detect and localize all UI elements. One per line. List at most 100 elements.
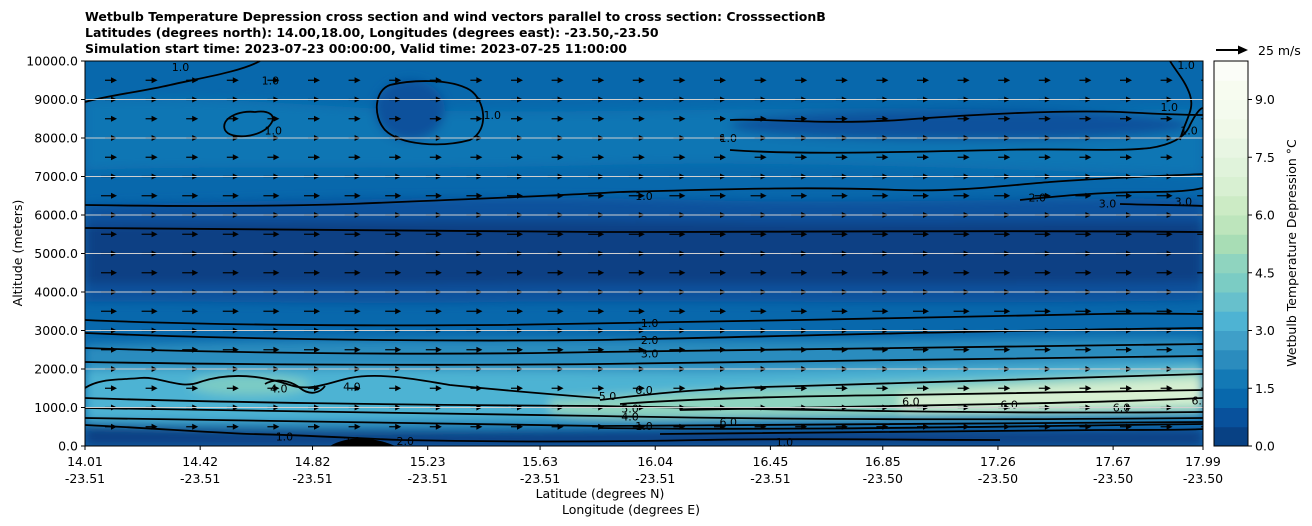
wind-vector — [348, 385, 361, 392]
wind-vector — [425, 231, 442, 238]
wind-vector — [998, 423, 1011, 430]
wind-vector — [105, 423, 117, 430]
y-tick-label: 5000.0 — [34, 246, 78, 261]
wind-vector — [913, 308, 929, 315]
contour-label: 1.0 — [1180, 124, 1198, 137]
wind-vector — [182, 231, 199, 238]
wind-vector — [226, 115, 239, 122]
wind-vector — [186, 385, 199, 392]
y-tick-label: 7000.0 — [34, 169, 78, 184]
wind-vector — [750, 346, 767, 353]
wind-vector — [588, 269, 605, 276]
wind-vector — [389, 423, 402, 430]
x-tick-label-lon: -23.51 — [292, 471, 332, 486]
contour-1-top-left — [85, 61, 261, 103]
wind-vector — [795, 423, 808, 430]
wind-vector — [511, 385, 523, 392]
wind-vector — [588, 192, 605, 199]
wind-vector — [1160, 423, 1173, 430]
wind-vector — [385, 269, 402, 276]
title-line-2: Latitudes (degrees north): 14.00,18.00, … — [85, 25, 659, 40]
colorbar-tick-label: 7.5 — [1255, 150, 1275, 165]
wind-vector — [1120, 423, 1132, 430]
wind-vector — [791, 192, 808, 199]
wind-vector — [872, 231, 889, 238]
wind-vector — [222, 231, 239, 238]
wind-vector — [547, 269, 564, 276]
wind-vector — [344, 346, 361, 353]
wind-vector — [1156, 231, 1173, 238]
wind-vector — [263, 269, 280, 276]
wind-vector — [1156, 269, 1173, 276]
colorbar-tick-label: 9.0 — [1255, 92, 1275, 107]
colorbar-tick-label: 1.5 — [1255, 381, 1275, 396]
wind-vector — [831, 346, 848, 353]
contour-1-mid — [85, 173, 1203, 207]
wind-vector — [551, 77, 564, 84]
colorbar-band — [1214, 369, 1248, 389]
wind-vector — [1079, 385, 1092, 392]
colorbar-tick-label: 4.5 — [1255, 265, 1275, 280]
wind-vector — [551, 423, 564, 430]
wind-vector — [145, 423, 158, 430]
colorbar-band — [1214, 215, 1248, 235]
wind-vector — [754, 77, 767, 84]
wind-vector — [628, 231, 645, 238]
wind-vector — [592, 385, 605, 392]
wind-vector — [917, 423, 929, 430]
wind-vector — [669, 231, 686, 238]
wind-vector — [795, 77, 808, 84]
contour-1-lower — [85, 312, 1203, 327]
wind-vector — [470, 423, 483, 430]
contour-stack-2 — [85, 407, 1203, 421]
wind-vector — [507, 192, 523, 199]
wind-vector — [998, 154, 1011, 161]
contour-1-mid-lower — [85, 227, 1203, 233]
wind-vector — [186, 77, 199, 84]
wind-vector — [1034, 269, 1051, 276]
contour-label: 1.0 — [1177, 59, 1195, 72]
contour-labels: 1.01.01.01.01.01.01.01.01.0 2.0 3.0 3.01.02… — [172, 59, 1209, 446]
contour-label: 1.0 — [264, 124, 282, 137]
wind-vector — [994, 192, 1011, 199]
wind-vector — [1034, 231, 1051, 238]
wind-vector — [308, 423, 320, 430]
wind-vector — [145, 385, 158, 392]
contour-label: 6.0 — [1191, 395, 1209, 408]
colorbar-band — [1214, 80, 1248, 100]
wind-vector — [267, 423, 280, 430]
contour-label: 3.0 — [1099, 197, 1117, 210]
wind-vector — [1120, 77, 1132, 84]
wind-vector — [1197, 349, 1203, 351]
wind-vector — [835, 154, 848, 161]
wind-vector — [1116, 346, 1132, 353]
wind-vector — [348, 77, 361, 84]
wind-vector — [791, 269, 808, 276]
wind-vector — [592, 423, 605, 430]
wind-vector — [957, 423, 970, 430]
colorbar-band — [1214, 138, 1248, 158]
wind-vector — [831, 192, 848, 199]
wind-vector — [1075, 192, 1092, 199]
wind-vector — [348, 423, 361, 430]
wind-vector — [669, 308, 686, 315]
wind-vector — [917, 154, 929, 161]
wind-vector — [714, 154, 726, 161]
wind-vector — [913, 231, 929, 238]
wind-vector — [835, 385, 848, 392]
y-tick-label: 0.0 — [58, 439, 78, 454]
wind-vector — [182, 308, 199, 315]
chart-title: Wetbulb Temperature Depression cross sec… — [85, 9, 826, 56]
wind-vector — [1034, 308, 1051, 315]
contour-1-top-right — [1169, 61, 1193, 141]
wind-vector — [876, 77, 889, 84]
wind-vector — [547, 308, 564, 315]
wind-vector — [429, 77, 442, 84]
wind-vector — [1197, 272, 1203, 274]
wind-vector — [669, 269, 686, 276]
colorbar-band — [1214, 253, 1248, 274]
wind-vector — [466, 308, 483, 315]
wind-vector — [994, 308, 1011, 315]
wind-vector — [348, 115, 361, 122]
terrain-bump — [330, 438, 395, 446]
